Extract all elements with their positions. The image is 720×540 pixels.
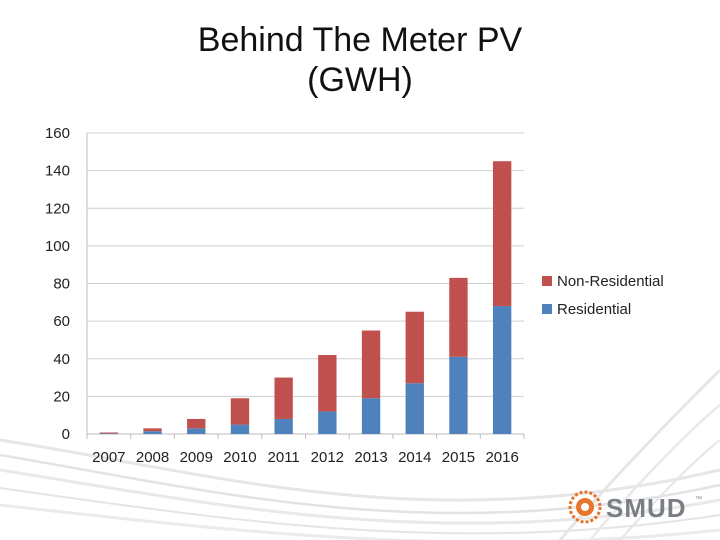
legend-swatch — [542, 304, 552, 314]
bar-residential — [318, 411, 337, 434]
bar-non-residential — [405, 311, 424, 384]
x-tick-label: 2010 — [223, 449, 256, 466]
bar-non-residential — [492, 161, 512, 307]
bar-non-residential — [99, 432, 119, 434]
x-tick-label: 2013 — [354, 449, 387, 466]
y-tick-label: 160 — [45, 125, 70, 142]
title-line-2: (GWH) — [307, 61, 413, 99]
y-tick-label: 40 — [53, 351, 70, 368]
x-tick-label: 2016 — [485, 449, 518, 466]
legend-label: Non-Residential — [557, 273, 664, 290]
legend-swatch — [542, 276, 552, 286]
legend-label: Residential — [557, 301, 631, 318]
x-tick-label: 2007 — [92, 449, 125, 466]
bar-non-residential — [143, 428, 162, 432]
smud-logo: SMUD ™ — [568, 490, 708, 526]
bar-residential — [99, 433, 119, 434]
y-tick-label: 140 — [45, 163, 70, 180]
bar-non-residential — [230, 398, 250, 425]
x-tick-label: 2008 — [136, 449, 169, 466]
x-tick-label: 2015 — [442, 449, 475, 466]
bar-residential — [405, 383, 424, 434]
bar-residential — [230, 424, 250, 434]
logo-trademark: ™ — [695, 496, 702, 503]
y-tick-label: 80 — [53, 276, 70, 293]
bar-residential — [143, 431, 162, 434]
title-line-1: Behind The Meter PV — [197, 21, 523, 59]
bar-residential — [449, 356, 468, 434]
bar-residential — [274, 418, 293, 434]
y-tick-label: 20 — [53, 388, 70, 405]
bar-non-residential — [187, 418, 206, 429]
slide-title: Behind The Meter PV (GWH) — [100, 20, 620, 100]
y-tick-label: 60 — [53, 313, 70, 330]
y-tick-label: 100 — [45, 238, 70, 255]
y-tick-label: 120 — [45, 200, 70, 217]
x-tick-label: 2011 — [268, 449, 300, 466]
bar-residential — [361, 398, 381, 434]
y-tick-label: 0 — [62, 426, 70, 443]
bar-non-residential — [361, 330, 381, 399]
logo-text: SMUD — [606, 493, 687, 523]
bar-residential — [187, 428, 206, 434]
sun-logo-icon — [568, 490, 602, 524]
x-tick-label: 2014 — [398, 449, 431, 466]
x-tick-label: 2009 — [180, 449, 213, 466]
x-tick-label: 2012 — [311, 449, 344, 466]
bar-non-residential — [274, 377, 293, 419]
bar-non-residential — [318, 354, 337, 412]
bar-residential — [492, 306, 512, 434]
bar-non-residential — [449, 277, 468, 357]
